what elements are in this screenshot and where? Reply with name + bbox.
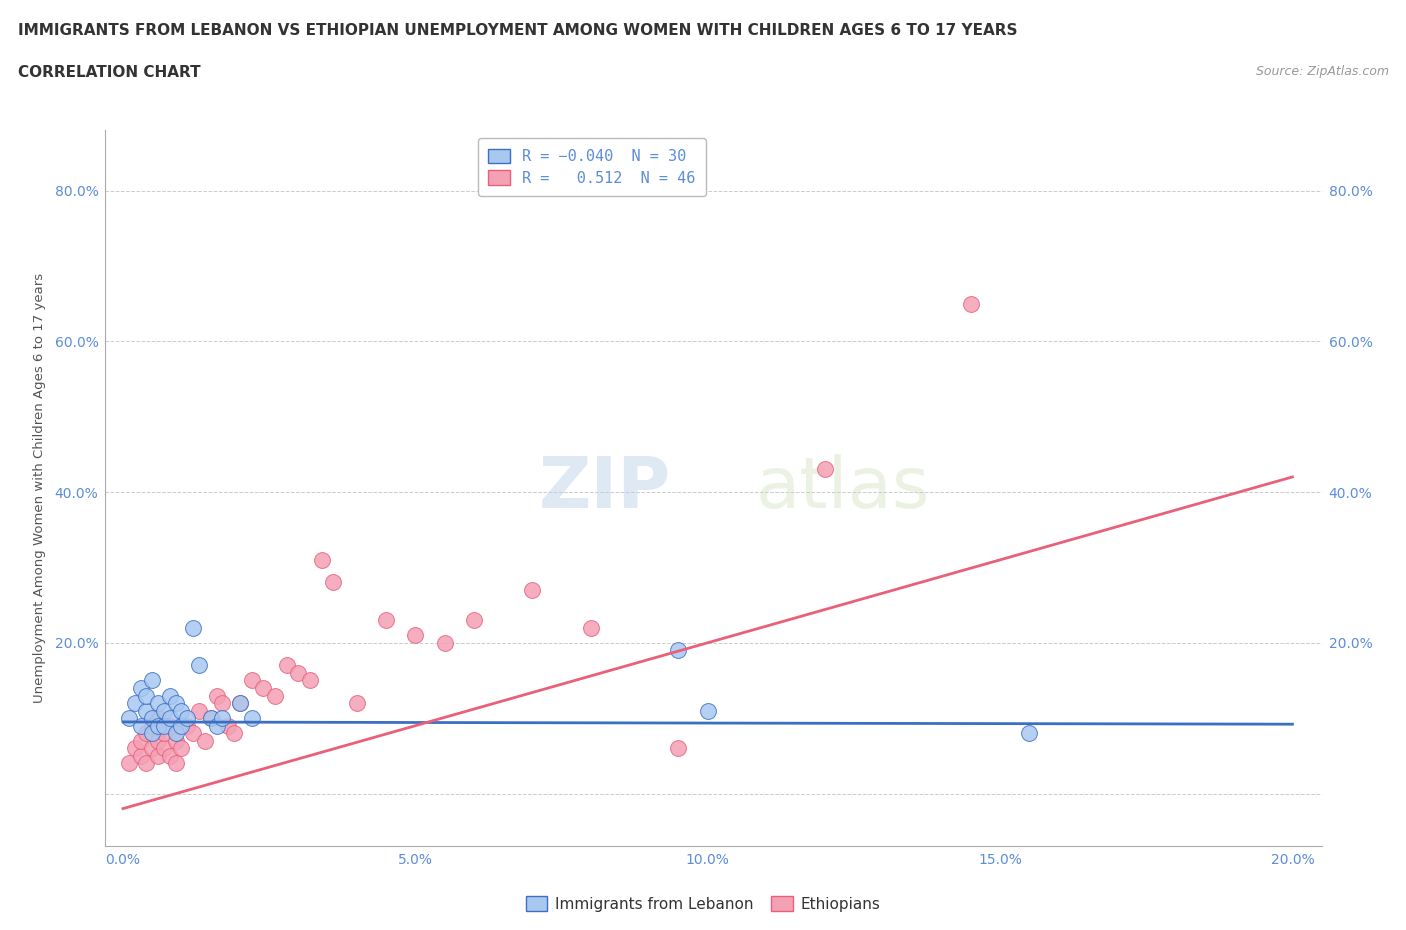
Point [240, 673, 263, 688]
Text: CORRELATION CHART: CORRELATION CHART [18, 65, 201, 80]
Point [124, 741, 146, 756]
Point [200, 711, 222, 725]
Point [205, 688, 228, 703]
Point [135, 756, 157, 771]
Point [229, 696, 252, 711]
Point [124, 696, 146, 711]
Point [146, 696, 169, 711]
Point [205, 718, 228, 733]
Point [696, 703, 718, 718]
Point [118, 711, 141, 725]
Point [181, 620, 204, 635]
Point [287, 666, 309, 681]
Point [135, 703, 157, 718]
Point [129, 718, 152, 733]
Point [135, 725, 157, 740]
Point [276, 658, 298, 672]
Point [129, 681, 152, 696]
Point [170, 718, 193, 733]
Point [118, 756, 141, 771]
Text: atlas: atlas [756, 454, 931, 523]
Point [153, 741, 176, 756]
Point [165, 725, 187, 740]
Point [211, 711, 233, 725]
Point [129, 734, 152, 749]
Point [240, 711, 263, 725]
Point [165, 696, 187, 711]
Point [165, 734, 187, 749]
Point [264, 688, 287, 703]
Point [146, 734, 169, 749]
Point [188, 703, 211, 718]
Point [1018, 725, 1040, 740]
Point [141, 673, 163, 688]
Point [141, 725, 163, 740]
Point [217, 718, 239, 733]
Point [668, 741, 690, 756]
Point [252, 681, 274, 696]
Point [668, 643, 690, 658]
Point [375, 613, 398, 628]
Point [165, 756, 187, 771]
Point [311, 552, 333, 567]
Point [159, 749, 181, 764]
Point [146, 749, 169, 764]
Point [159, 711, 181, 725]
Point [170, 741, 193, 756]
Point [153, 703, 176, 718]
Point [159, 718, 181, 733]
Point [404, 628, 426, 643]
Legend: Immigrants from Lebanon, Ethiopians: Immigrants from Lebanon, Ethiopians [519, 890, 887, 918]
Y-axis label: Unemployment Among Women with Children Ages 6 to 17 years: Unemployment Among Women with Children A… [34, 273, 46, 703]
Point [579, 620, 602, 635]
Point [322, 575, 344, 590]
Point [176, 711, 198, 725]
Point [463, 613, 485, 628]
Text: IMMIGRANTS FROM LEBANON VS ETHIOPIAN UNEMPLOYMENT AMONG WOMEN WITH CHILDREN AGES: IMMIGRANTS FROM LEBANON VS ETHIOPIAN UNE… [18, 23, 1018, 38]
Point [141, 711, 163, 725]
Point [135, 688, 157, 703]
Point [188, 658, 211, 672]
Text: Source: ZipAtlas.com: Source: ZipAtlas.com [1256, 65, 1389, 78]
Point [141, 741, 163, 756]
Point [433, 635, 456, 650]
Point [229, 696, 252, 711]
Point [146, 718, 169, 733]
Legend: R = −0.040  N = 30, R =   0.512  N = 46: R = −0.040 N = 30, R = 0.512 N = 46 [478, 138, 706, 196]
Point [211, 696, 233, 711]
Point [129, 749, 152, 764]
Point [346, 696, 368, 711]
Point [141, 718, 163, 733]
Point [181, 725, 204, 740]
Point [194, 734, 217, 749]
Point [222, 725, 245, 740]
Point [299, 673, 322, 688]
Point [153, 718, 176, 733]
Point [200, 711, 222, 725]
Point [170, 703, 193, 718]
Point [522, 582, 544, 597]
Point [176, 718, 198, 733]
Point [959, 296, 981, 311]
Point [153, 725, 176, 740]
Point [159, 688, 181, 703]
Text: ZIP: ZIP [538, 454, 671, 523]
Point [146, 711, 169, 725]
Point [814, 462, 837, 477]
